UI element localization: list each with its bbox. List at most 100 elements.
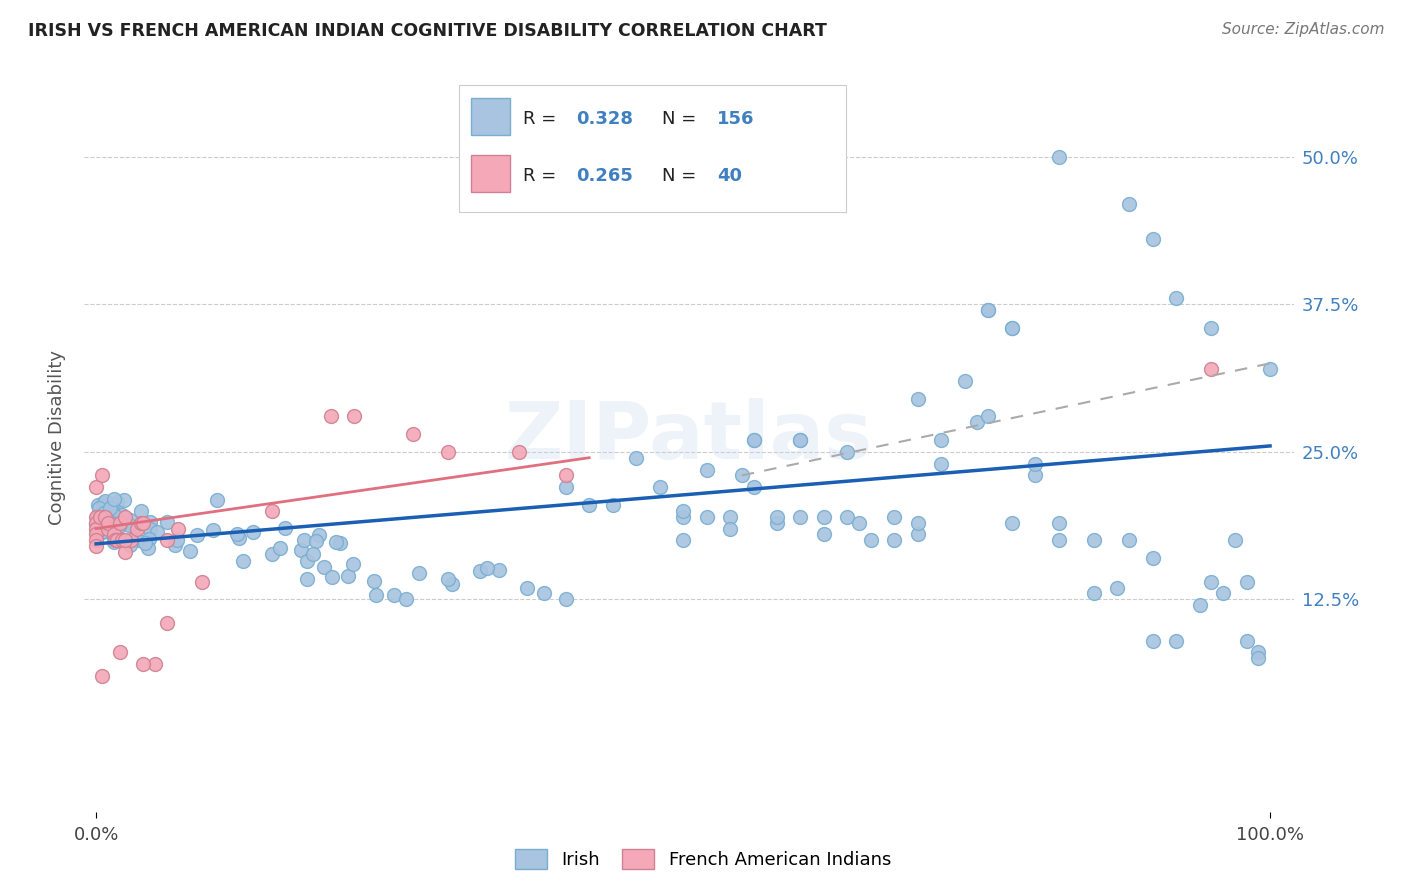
Point [143, 657, 166, 672]
Point [907, 527, 929, 541]
FancyBboxPatch shape [471, 154, 510, 192]
Point [343, 409, 366, 424]
Point [89, 516, 111, 530]
Point [441, 577, 464, 591]
Point [104, 533, 127, 548]
Point [114, 533, 136, 548]
Point [91, 669, 114, 683]
Point [101, 516, 124, 530]
Point [337, 568, 360, 582]
Point [1188, 599, 1211, 613]
Point [1201, 321, 1223, 335]
Point [305, 533, 328, 548]
Point [139, 516, 162, 530]
Point [84, 480, 107, 494]
Point [94, 513, 117, 527]
Point [718, 509, 741, 524]
Point [97, 522, 120, 536]
Text: R =: R = [523, 168, 562, 186]
Point [321, 570, 343, 584]
Point [554, 592, 576, 607]
Text: 0.328: 0.328 [576, 110, 634, 128]
Point [966, 415, 988, 429]
Point [1142, 232, 1164, 246]
Point [84, 539, 107, 553]
Point [87, 498, 110, 512]
Point [96, 508, 118, 523]
Point [977, 303, 1000, 318]
Point [837, 509, 859, 524]
Point [1001, 321, 1024, 335]
Point [789, 433, 811, 447]
Text: Source: ZipAtlas.com: Source: ZipAtlas.com [1222, 22, 1385, 37]
Point [1083, 533, 1105, 548]
Point [98, 524, 121, 539]
Point [129, 504, 152, 518]
Point [90, 523, 112, 537]
Point [1024, 457, 1046, 471]
Point [437, 572, 460, 586]
Point [1236, 574, 1258, 589]
Point [1083, 586, 1105, 600]
Point [508, 445, 530, 459]
Point [1258, 362, 1281, 376]
Point [789, 433, 811, 447]
Point [98, 500, 121, 515]
Point [112, 492, 135, 507]
Point [319, 409, 342, 424]
Point [931, 457, 953, 471]
Point [155, 533, 177, 548]
Point [108, 516, 131, 530]
Point [94, 504, 117, 518]
Point [488, 563, 510, 577]
Point [242, 524, 264, 539]
Point [89, 509, 111, 524]
Point [1047, 150, 1070, 164]
Point [96, 510, 118, 524]
Text: N =: N = [662, 168, 703, 186]
Point [848, 516, 870, 530]
Point [766, 509, 789, 524]
Point [1107, 581, 1129, 595]
Point [87, 501, 110, 516]
Point [1001, 321, 1024, 335]
Point [179, 543, 201, 558]
Point [167, 522, 190, 536]
Point [395, 592, 418, 607]
Y-axis label: Cognitive Disability: Cognitive Disability [48, 350, 66, 524]
Point [382, 588, 405, 602]
Point [205, 493, 228, 508]
Point [132, 516, 155, 530]
Point [363, 574, 385, 589]
Point [202, 523, 225, 537]
Text: N =: N = [662, 110, 703, 128]
Point [1201, 574, 1223, 589]
Point [742, 480, 765, 494]
Point [789, 509, 811, 524]
Point [624, 450, 647, 465]
Point [120, 533, 142, 548]
Point [127, 522, 149, 536]
Point [408, 566, 430, 580]
Point [165, 538, 187, 552]
Point [111, 533, 134, 548]
Point [86, 510, 108, 524]
Point [138, 541, 160, 555]
Point [155, 615, 177, 630]
Point [262, 504, 284, 518]
Point [190, 574, 212, 589]
Point [93, 506, 115, 520]
Text: 40: 40 [717, 168, 742, 186]
Point [138, 522, 160, 536]
Text: 156: 156 [717, 110, 754, 128]
Text: ZIPatlas: ZIPatlas [505, 398, 873, 476]
Point [104, 508, 127, 523]
Point [97, 501, 120, 516]
Point [108, 519, 131, 533]
Point [1166, 292, 1188, 306]
Point [166, 533, 188, 548]
Point [859, 533, 882, 548]
Point [437, 445, 460, 459]
Point [1024, 468, 1046, 483]
Point [91, 468, 114, 483]
